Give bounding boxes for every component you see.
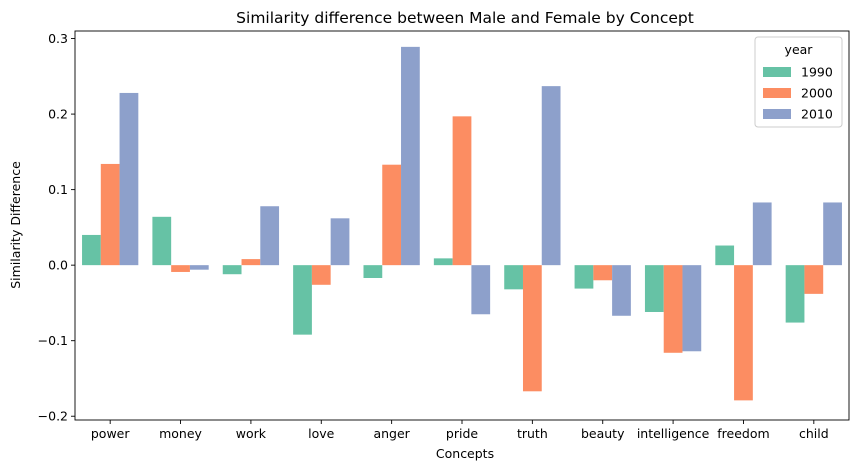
legend-label-2010: 2010 bbox=[801, 107, 833, 122]
y-axis-label: Similarity Difference bbox=[8, 161, 23, 289]
bar-work-1990 bbox=[222, 265, 242, 275]
x-tick-label: money bbox=[159, 426, 202, 441]
bar-child-2010 bbox=[823, 202, 842, 266]
bar-beauty-2010 bbox=[612, 265, 631, 316]
x-tick-label: intelligence bbox=[637, 426, 710, 441]
legend: year 1990 2000 2010 bbox=[754, 36, 843, 128]
bar-child-2000 bbox=[804, 265, 824, 294]
bar-intelligence-2010 bbox=[682, 265, 702, 352]
legend-swatch-1990 bbox=[763, 67, 791, 77]
legend-box bbox=[754, 36, 843, 128]
legend-label-1990: 1990 bbox=[801, 65, 833, 80]
bar-freedom-1990 bbox=[715, 245, 735, 266]
x-tick-label: love bbox=[308, 426, 335, 441]
y-tick-label: −0.1 bbox=[38, 333, 68, 348]
bar-truth-1990 bbox=[504, 265, 523, 290]
bar-anger-1990 bbox=[363, 265, 383, 278]
bar-money-2010 bbox=[189, 265, 209, 270]
y-tick-label: 0.2 bbox=[48, 107, 68, 122]
bar-truth-2010 bbox=[541, 86, 561, 266]
bar-power-1990 bbox=[82, 234, 101, 266]
x-tick-label: work bbox=[236, 426, 267, 441]
y-tick-label: 0.1 bbox=[48, 182, 68, 197]
bar-love-2010 bbox=[330, 218, 350, 266]
bar-power-2000 bbox=[100, 163, 120, 266]
bar-beauty-1990 bbox=[574, 265, 594, 289]
bar-intelligence-2000 bbox=[663, 265, 683, 353]
x-axis: power money work love anger pride truth beauty i… bbox=[91, 420, 829, 441]
bar-anger-2010 bbox=[401, 46, 420, 266]
bar-work-2010 bbox=[260, 206, 280, 266]
bar-power-2010 bbox=[119, 92, 139, 266]
legend-label-2000: 2000 bbox=[801, 86, 833, 101]
chart-title: Similarity difference between Male and F… bbox=[236, 9, 694, 27]
x-tick-label: beauty bbox=[581, 426, 625, 441]
y-tick-label: −0.2 bbox=[38, 409, 68, 424]
bar-truth-2000 bbox=[522, 265, 542, 392]
x-tick-label: anger bbox=[373, 426, 410, 441]
y-tick-label: 0.0 bbox=[48, 258, 68, 273]
x-tick-label: pride bbox=[446, 426, 478, 441]
legend-swatch-2010 bbox=[763, 109, 791, 119]
bar-pride-2010 bbox=[471, 265, 491, 315]
x-tick-label: child bbox=[799, 426, 829, 441]
bar-beauty-2000 bbox=[593, 265, 613, 281]
y-tick-label: 0.3 bbox=[48, 31, 68, 46]
x-tick-label: power bbox=[91, 426, 130, 441]
x-tick-label: freedom bbox=[717, 426, 769, 441]
bar-freedom-2000 bbox=[734, 265, 753, 401]
bar-work-2000 bbox=[241, 259, 261, 266]
y-axis: −0.2 −0.1 0.0 0.1 0.2 0.3 bbox=[38, 31, 75, 424]
bar-freedom-2010 bbox=[752, 202, 772, 266]
legend-swatch-2000 bbox=[763, 88, 791, 98]
bar-intelligence-1990 bbox=[644, 265, 664, 312]
bar-love-1990 bbox=[293, 265, 312, 335]
bar-love-2000 bbox=[311, 265, 331, 285]
bar-pride-1990 bbox=[433, 258, 453, 266]
bar-money-2000 bbox=[171, 265, 190, 272]
bar-anger-2000 bbox=[382, 164, 402, 266]
legend-title: year bbox=[785, 42, 814, 57]
bar-money-1990 bbox=[152, 216, 172, 266]
plot-area bbox=[74, 30, 850, 421]
x-tick-label: truth bbox=[517, 426, 548, 441]
x-axis-label: Concepts bbox=[436, 446, 494, 461]
bar-child-1990 bbox=[785, 265, 805, 323]
bar-pride-2000 bbox=[452, 116, 472, 266]
